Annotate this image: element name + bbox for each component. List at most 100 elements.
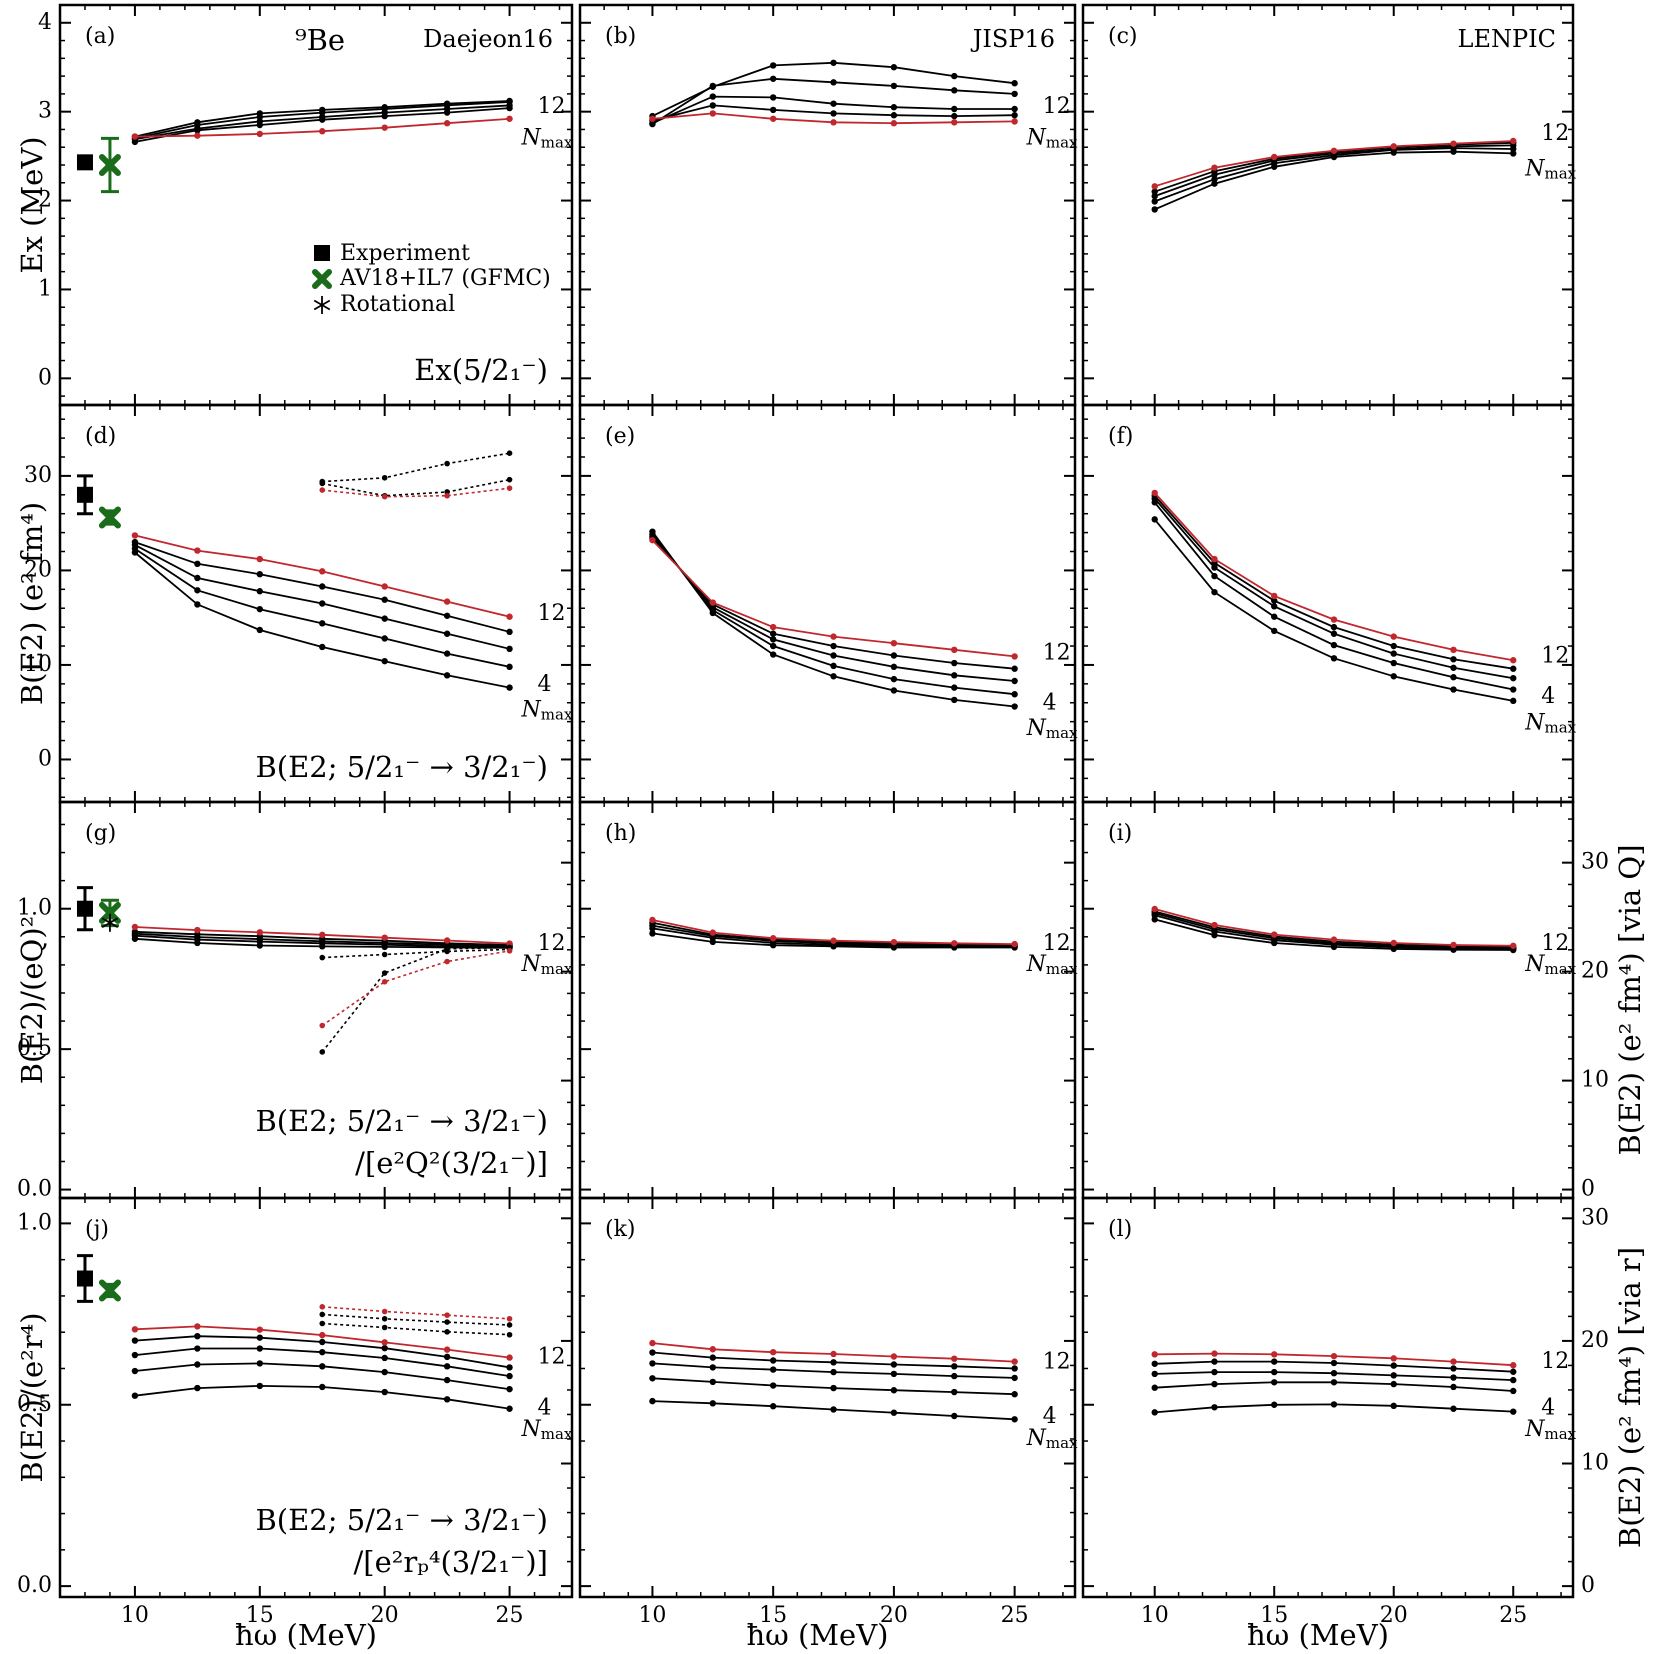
data-point (709, 1400, 717, 1407)
data-point (769, 1357, 777, 1364)
data-point (769, 75, 777, 82)
data-point (830, 633, 837, 640)
data-point (1011, 112, 1018, 119)
data-point (951, 1388, 958, 1396)
data-point (194, 926, 201, 934)
data-point (506, 1385, 513, 1393)
data-point (951, 646, 958, 654)
data-point (506, 645, 513, 653)
x-stroke (98, 154, 121, 176)
data-point (1151, 183, 1158, 190)
data-point (1011, 80, 1018, 87)
data-point (131, 1337, 139, 1344)
data-point (1330, 1379, 1338, 1386)
right-y-tick-label: 30 (1581, 1205, 1609, 1230)
data-point (1330, 1401, 1338, 1408)
nmax-value-label: 12 (538, 94, 566, 119)
data-point (769, 642, 777, 650)
right-y-tick-label: 10 (1581, 1068, 1609, 1093)
data-point (890, 1370, 898, 1378)
panel-letter: (h) (605, 821, 636, 846)
dashed-data-point (319, 1022, 326, 1029)
data-point (709, 1354, 717, 1361)
data-point (1450, 1383, 1457, 1391)
data-point (1011, 940, 1018, 948)
dashed-data-point (381, 474, 388, 481)
data-point (1510, 686, 1517, 693)
data-point (709, 102, 717, 109)
dashed-series-line (322, 487, 510, 498)
data-point (890, 652, 898, 659)
data-point (830, 59, 837, 66)
data-point (1510, 137, 1517, 145)
data-point (1510, 1408, 1517, 1415)
data-point (506, 940, 513, 947)
nmax-value-label: 12 (1541, 1349, 1569, 1374)
legend-rotational-marker (313, 296, 331, 314)
experiment-marker (76, 900, 93, 917)
data-point (381, 1368, 388, 1376)
nmax-value-label: 4 (1043, 1404, 1057, 1429)
right-y-tick-label: 0 (1581, 1177, 1595, 1202)
data-point (649, 1397, 656, 1405)
data-point (1330, 936, 1338, 943)
data-point (1390, 1380, 1397, 1388)
data-point (1271, 1368, 1278, 1376)
data-point (443, 1363, 451, 1370)
data-point (1390, 1402, 1397, 1410)
dashed-data-point (506, 485, 513, 491)
panel-letter: (b) (605, 24, 636, 49)
y-axis-label: B(E2)/(e²r⁴) (15, 1312, 49, 1482)
data-point (890, 1361, 898, 1368)
data-point (830, 1406, 837, 1413)
data-point (769, 115, 777, 122)
nmax-value-label: 4 (538, 672, 552, 697)
data-point (381, 615, 388, 622)
data-point (1211, 588, 1218, 596)
data-point (769, 62, 777, 69)
data-point (951, 87, 958, 94)
data-point (890, 1387, 898, 1394)
data-point (381, 657, 388, 665)
data-point (256, 1360, 264, 1367)
dashed-data-point (506, 1331, 513, 1338)
data-point (381, 635, 388, 642)
dashed-data-point (381, 970, 388, 976)
x-tick-label: 20 (1380, 1603, 1408, 1628)
dashed-data-point (506, 450, 513, 457)
data-point (506, 1372, 513, 1380)
nucleus-label: ⁹Be (295, 23, 345, 57)
nmax-value-label: 12 (538, 601, 566, 626)
x-stroke (98, 1279, 121, 1302)
nmax-value-label: 4 (1541, 1395, 1555, 1420)
y-tick-label: 0.0 (17, 1573, 52, 1598)
data-point (1011, 105, 1018, 113)
right-y-axis-label: B(E2) (e² fm⁴) [via r] (1613, 1247, 1647, 1548)
observable-label: Ex(5/2₁⁻) (414, 353, 548, 387)
gfmc-marker (98, 506, 121, 529)
data-point (256, 1326, 264, 1333)
data-point (830, 1359, 837, 1366)
dashed-data-point (381, 1315, 388, 1322)
panel-frame (58, 1196, 574, 1599)
data-point (830, 1368, 837, 1376)
data-point (1011, 1416, 1018, 1423)
data-point (194, 1345, 201, 1352)
dashed-data-point (506, 476, 513, 483)
data-point (1510, 674, 1517, 682)
data-point (1450, 1358, 1457, 1365)
data-point (319, 620, 326, 627)
data-point (709, 1378, 717, 1386)
x-axis-label: ħω (MeV) (235, 1618, 377, 1652)
legend-gfmc-marker (312, 269, 332, 289)
data-point (649, 930, 656, 937)
data-point (890, 663, 898, 671)
data-point (506, 684, 513, 691)
x-tick-label: 15 (1260, 1603, 1288, 1628)
panel-letter: (l) (1108, 1217, 1132, 1242)
data-point (443, 120, 451, 127)
x-tick-label: 25 (1001, 1603, 1029, 1628)
